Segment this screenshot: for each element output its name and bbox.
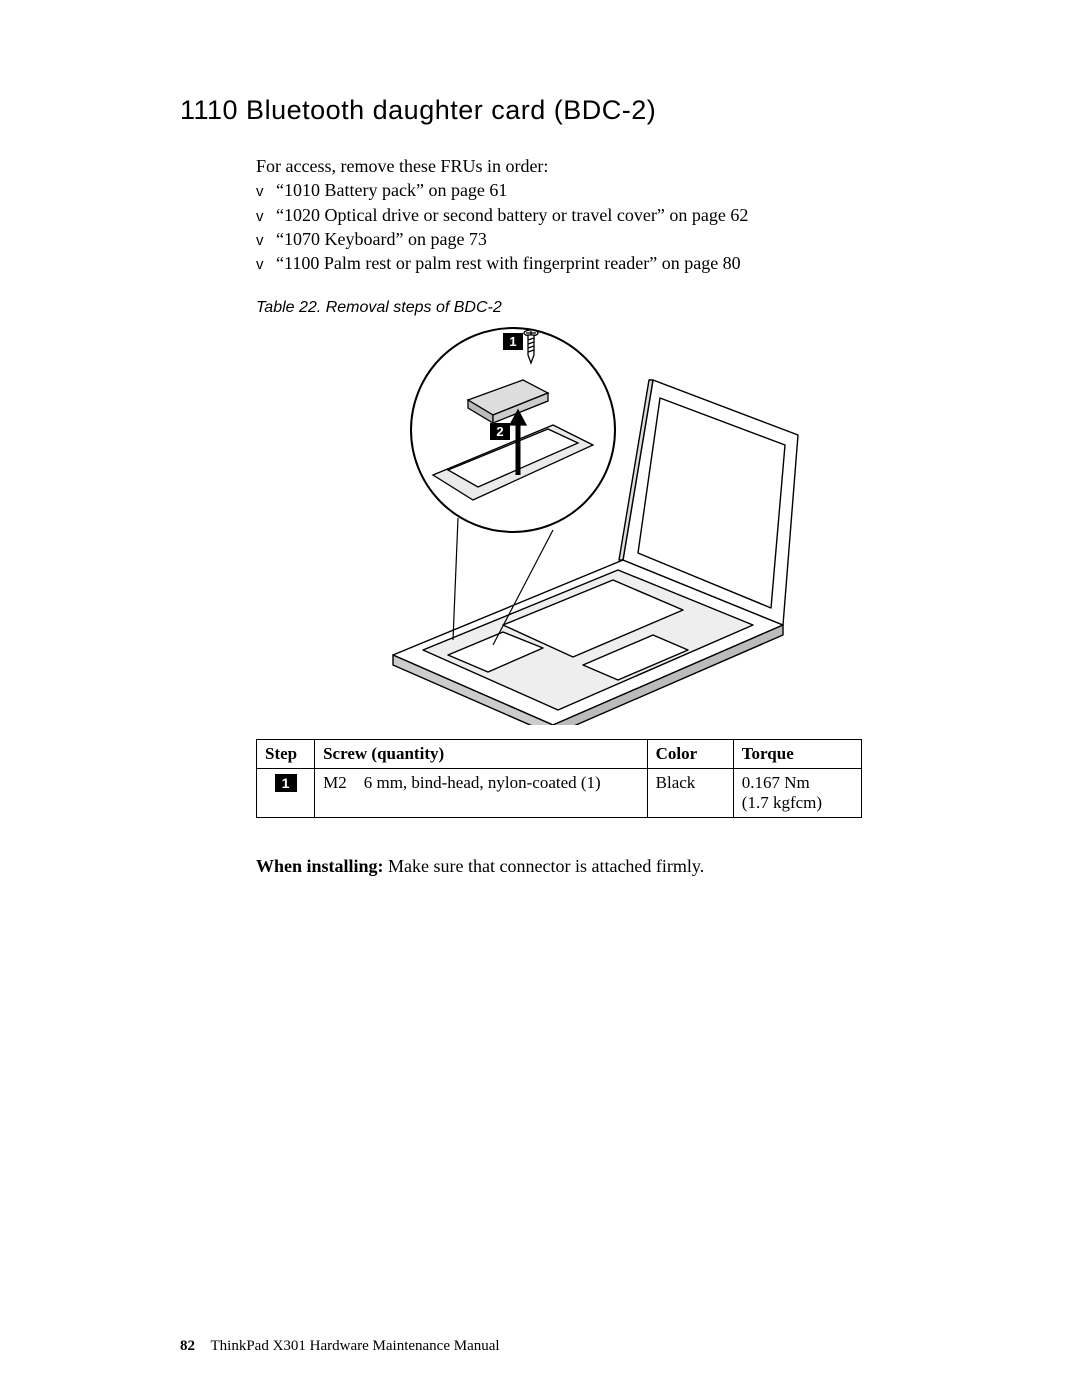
callout-1: 1: [503, 333, 523, 350]
removal-diagram: 1 2: [256, 325, 900, 725]
svg-text:2: 2: [496, 424, 503, 439]
intro-block: For access, remove these FRUs in order: …: [256, 154, 900, 275]
torque-kgf: (1.7 kgfcm): [742, 793, 822, 812]
install-note: When installing: Make sure that connecto…: [256, 856, 900, 877]
table-caption: Table 22. Removal steps of BDC-2: [256, 299, 900, 317]
intro-lead: For access, remove these FRUs in order:: [256, 154, 900, 178]
manual-title: ThinkPad X301 Hardware Maintenance Manua…: [210, 1338, 499, 1354]
screw-table: Step Screw (quantity) Color Torque 1 M2 …: [256, 739, 862, 818]
torque-nm: 0.167 Nm: [742, 773, 810, 792]
step-badge: 1: [275, 774, 297, 792]
section-title: 1110 Bluetooth daughter card (BDC-2): [180, 95, 900, 126]
screw-color: Black: [647, 769, 733, 818]
install-note-label: When installing:: [256, 856, 384, 876]
fru-item: “1070 Keyboard” on page 73: [256, 227, 900, 251]
fru-item: “1020 Optical drive or second battery or…: [256, 203, 900, 227]
svg-text:1: 1: [509, 334, 516, 349]
fru-list: “1010 Battery pack” on page 61 “1020 Opt…: [256, 178, 900, 275]
install-note-text: Make sure that connector is attached fir…: [384, 856, 705, 876]
page-footer: 82 ThinkPad X301 Hardware Maintenance Ma…: [180, 1338, 500, 1355]
fru-item: “1010 Battery pack” on page 61: [256, 178, 900, 202]
screw-desc: 6 mm, bind-head, nylon-coated (1): [364, 773, 601, 792]
screw-size: M2: [323, 773, 347, 792]
page-number: 82: [180, 1338, 195, 1354]
callout-2: 2: [490, 423, 510, 440]
th-screw: Screw (quantity): [315, 740, 648, 769]
table-row: 1 M2 6 mm, bind-head, nylon-coated (1) B…: [257, 769, 862, 818]
th-step: Step: [257, 740, 315, 769]
fru-item: “1100 Palm rest or palm rest with finger…: [256, 251, 900, 275]
th-torque: Torque: [733, 740, 861, 769]
th-color: Color: [647, 740, 733, 769]
